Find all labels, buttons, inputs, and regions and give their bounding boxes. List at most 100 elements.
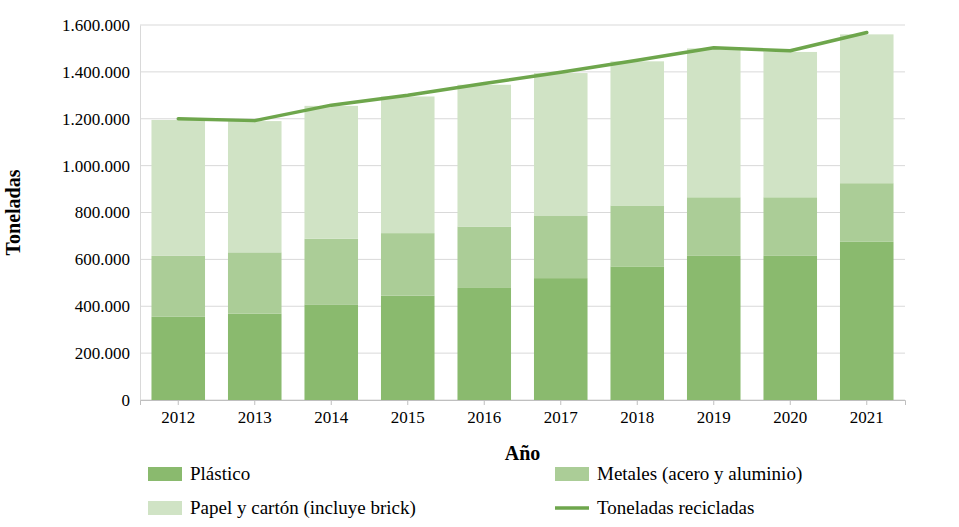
x-tick-label: 2012 (161, 408, 195, 427)
legend-swatch (148, 467, 182, 481)
legend-label: Toneladas recicladas (597, 497, 754, 518)
y-tick: 600.000 (75, 250, 140, 269)
y-tick-label: 600.000 (75, 250, 130, 269)
x-tick: 2020 (773, 400, 807, 427)
x-axis-line (141, 401, 906, 406)
bar (687, 48, 741, 197)
legend-swatch (148, 501, 182, 515)
legend-swatch (555, 506, 589, 510)
legend-item: Plástico (148, 463, 250, 484)
grid (140, 25, 905, 400)
marks (151, 33, 893, 401)
legend-label: Metales (acero y aluminio) (597, 463, 802, 485)
y-tick-label: 1.600.000 (62, 16, 130, 35)
y-tick-label: 1.000.000 (62, 157, 130, 176)
x-tick-label: 2018 (620, 408, 654, 427)
x-tick-mark (254, 400, 255, 405)
bar (534, 216, 588, 278)
bar (687, 197, 741, 256)
x-tick-mark (637, 400, 638, 405)
bar (610, 61, 664, 205)
y-tick-label: 1.200.000 (62, 110, 130, 129)
bar (228, 252, 282, 313)
bar (610, 266, 664, 400)
y-tick: 0 (122, 391, 141, 410)
bar (840, 183, 894, 242)
bar (534, 73, 588, 216)
x-tick-mark (790, 400, 791, 405)
y-tick: 1.400.000 (62, 63, 140, 82)
y-axis-title: Toneladas (2, 169, 24, 255)
grid-line (140, 25, 905, 26)
y-axis-line (140, 26, 141, 401)
x-tick-label: 2014 (314, 408, 349, 427)
x-tick-mark (866, 400, 867, 405)
bar (840, 242, 894, 400)
y-tick-label: 200.000 (75, 344, 130, 363)
x-tick-label: 2019 (697, 408, 731, 427)
x-tick-mark (331, 400, 332, 405)
x-tick: 2013 (238, 400, 272, 427)
line (178, 33, 867, 121)
x-tick: 2017 (544, 400, 579, 427)
y-axis: 0 200.000 400.000 600.000 800.000 1.000.000 1.… (62, 16, 141, 410)
x-tick: 2016 (467, 400, 501, 427)
y-tick-label: 0 (122, 391, 131, 410)
x-tick-label: 2017 (544, 408, 579, 427)
bar (228, 314, 282, 400)
legend-label: Plástico (190, 463, 250, 484)
bar (457, 227, 511, 288)
legend: Plástico Metales (acero y aluminio) Papel … (148, 463, 802, 519)
legend-swatch (555, 467, 589, 481)
bar (457, 288, 511, 400)
legend-label: Papel y cartón (incluye brick) (190, 497, 416, 519)
plot: 0 200.000 400.000 600.000 800.000 1.000.000 1.… (62, 16, 906, 427)
bar (381, 233, 435, 296)
x-axis-title: Año (505, 442, 541, 464)
x-tick: 2014 (314, 400, 349, 427)
bar (840, 34, 894, 183)
x-tick-label: 2015 (391, 408, 425, 427)
bar (151, 317, 205, 400)
bar (763, 197, 817, 256)
y-tick: 200.000 (75, 344, 140, 363)
x-tick-mark (407, 400, 408, 405)
bar (457, 85, 511, 227)
x-tick: 2012 (161, 400, 195, 427)
y-tick-label: 1.400.000 (62, 63, 130, 82)
x-tick-label: 2016 (467, 408, 501, 427)
x-tick: 2018 (620, 400, 654, 427)
legend-item: Metales (acero y aluminio) (555, 463, 802, 485)
bar (228, 121, 282, 252)
bar (151, 256, 205, 317)
chart: 0 200.000 400.000 600.000 800.000 1.000.000 1.… (0, 0, 959, 527)
x-tick: 2019 (697, 400, 731, 427)
y-tick: 1.000.000 (62, 157, 140, 176)
bar (763, 52, 817, 197)
y-tick: 400.000 (75, 297, 140, 316)
legend-item: Toneladas recicladas (555, 497, 754, 518)
bar (610, 205, 664, 266)
bar (534, 278, 588, 400)
x-tick-mark (178, 400, 179, 405)
bar (304, 239, 358, 305)
y-tick: 800.000 (75, 203, 140, 222)
y-tick: 1.600.000 (62, 16, 140, 35)
y-tick-label: 400.000 (75, 297, 130, 316)
bar (151, 120, 205, 256)
x-tick: 2015 (391, 400, 425, 427)
bar (304, 106, 358, 239)
bar (304, 304, 358, 400)
x-tick-mark (484, 400, 485, 405)
marks-inner (151, 33, 893, 401)
x-tick-label: 2020 (773, 408, 807, 427)
x-axis: 2012 2013 2014 2015 2016 2017 2018 2019 2020 2021 (141, 400, 906, 427)
x-tick-label: 2013 (238, 408, 272, 427)
x-tick: 2021 (850, 400, 884, 427)
y-tick-label: 800.000 (75, 203, 130, 222)
legend-item: Papel y cartón (incluye brick) (148, 497, 416, 519)
bar (763, 256, 817, 400)
x-tick-label: 2021 (850, 408, 884, 427)
bar (381, 96, 435, 233)
bar (381, 296, 435, 400)
